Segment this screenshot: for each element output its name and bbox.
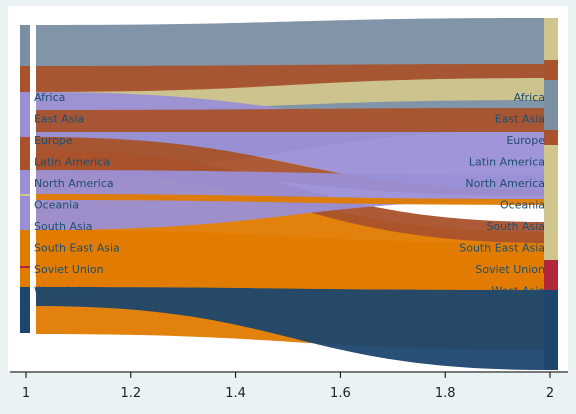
right-node-bar (544, 80, 558, 130)
right-node-label: East Asia (495, 113, 545, 126)
x-tick-label: 1.4 (225, 386, 246, 401)
right-node-bar (544, 290, 558, 370)
left-node-label: Soviet Union (34, 263, 104, 276)
left-node-bar (20, 66, 30, 92)
right-node-label: Europe (506, 134, 545, 147)
left-node-label: West Asia (34, 285, 88, 298)
left-node-bar (20, 266, 30, 268)
node-layer (20, 18, 558, 370)
right-node-label: Oceania (500, 199, 545, 212)
left-node-label: Africa (34, 91, 65, 104)
right-node-bar (544, 268, 558, 290)
left-node-label: North America (34, 177, 114, 190)
left-node-bar (20, 92, 30, 137)
right-node-bar (544, 198, 558, 200)
flow-band (36, 108, 548, 132)
right-node-label: Latin America (469, 156, 545, 169)
right-node-label: Africa (514, 91, 545, 104)
x-tick-label: 1 (22, 386, 30, 401)
flow-band (36, 230, 548, 290)
x-tick-label: 1.2 (120, 386, 141, 401)
right-node-label: North America (465, 177, 545, 190)
right-node-bar (544, 222, 558, 224)
left-node-label: East Asia (34, 113, 84, 126)
left-node-bar (20, 287, 30, 333)
left-node-bar (20, 137, 30, 170)
right-node-bar (544, 260, 558, 268)
left-node-label: Latin America (34, 156, 110, 169)
flow-band (36, 137, 548, 196)
flow-band (36, 194, 548, 205)
flow-layer (36, 18, 548, 370)
left-node-bar (20, 230, 30, 287)
left-node-bar (20, 248, 30, 250)
right-node-label: South Asia (486, 220, 545, 233)
left-node-bar (20, 194, 30, 196)
x-tick-label: 1.8 (435, 386, 456, 401)
label-layer: Africa East Asia Europe Latin America North … (34, 91, 545, 298)
left-node-label: Europe (34, 134, 73, 147)
right-node-label: West Asia (491, 285, 545, 298)
x-tick-label: 1.6 (330, 386, 351, 401)
left-node-bar (20, 170, 30, 230)
left-node-label: South Asia (34, 220, 93, 233)
flow-band (36, 64, 548, 92)
flow-band (36, 287, 548, 370)
right-node-bar (544, 60, 558, 80)
x-axis: 1 1.2 1.4 1.6 1.8 2 (10, 371, 568, 401)
right-node-label: South East Asia (459, 242, 545, 255)
right-node-label: Soviet Union (475, 263, 545, 276)
left-node-label: South East Asia (34, 242, 120, 255)
right-node-bar (544, 130, 558, 145)
x-tick-label: 2 (546, 386, 554, 401)
left-node-label: Oceania (34, 199, 79, 212)
right-node-bar (544, 145, 558, 260)
right-node-bar (544, 18, 558, 60)
